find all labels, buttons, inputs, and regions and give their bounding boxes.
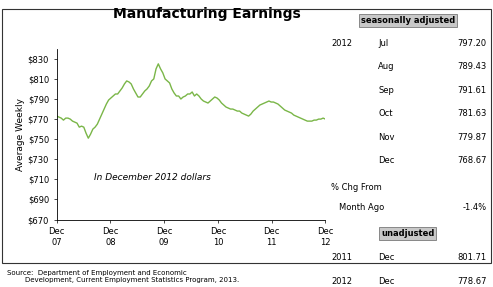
Text: 779.87: 779.87 <box>457 133 487 142</box>
Text: Sep: Sep <box>378 86 394 95</box>
Text: 778.67: 778.67 <box>457 277 487 286</box>
Text: % Chg From: % Chg From <box>331 183 382 192</box>
Text: 797.20: 797.20 <box>458 39 487 48</box>
Text: 2012: 2012 <box>331 277 352 286</box>
Text: 791.61: 791.61 <box>458 86 487 95</box>
Text: unadjusted: unadjusted <box>381 229 434 238</box>
Text: Jul: Jul <box>378 39 388 48</box>
Text: Source:  Department of Employment and Economic
        Development, Current Empl: Source: Department of Employment and Eco… <box>7 270 240 283</box>
Text: Oct: Oct <box>378 109 392 118</box>
Text: Manufacturing Earnings: Manufacturing Earnings <box>113 7 301 21</box>
Text: 789.43: 789.43 <box>458 62 487 71</box>
Text: Dec: Dec <box>378 156 394 165</box>
Text: Aug: Aug <box>378 62 394 71</box>
Text: Nov: Nov <box>378 133 394 142</box>
Text: 801.71: 801.71 <box>458 253 487 262</box>
Text: Dec: Dec <box>378 277 394 286</box>
Text: 781.63: 781.63 <box>457 109 487 118</box>
Text: 768.67: 768.67 <box>457 156 487 165</box>
Text: Dec: Dec <box>378 253 394 262</box>
Text: seasonally adjusted: seasonally adjusted <box>360 16 455 25</box>
Text: In December 2012 dollars: In December 2012 dollars <box>94 173 211 182</box>
Y-axis label: Average Weekly: Average Weekly <box>16 98 25 171</box>
Text: Month Ago: Month Ago <box>339 203 384 212</box>
Text: 2011: 2011 <box>331 253 352 262</box>
Text: 2012: 2012 <box>331 39 352 48</box>
Text: -1.4%: -1.4% <box>462 203 487 212</box>
